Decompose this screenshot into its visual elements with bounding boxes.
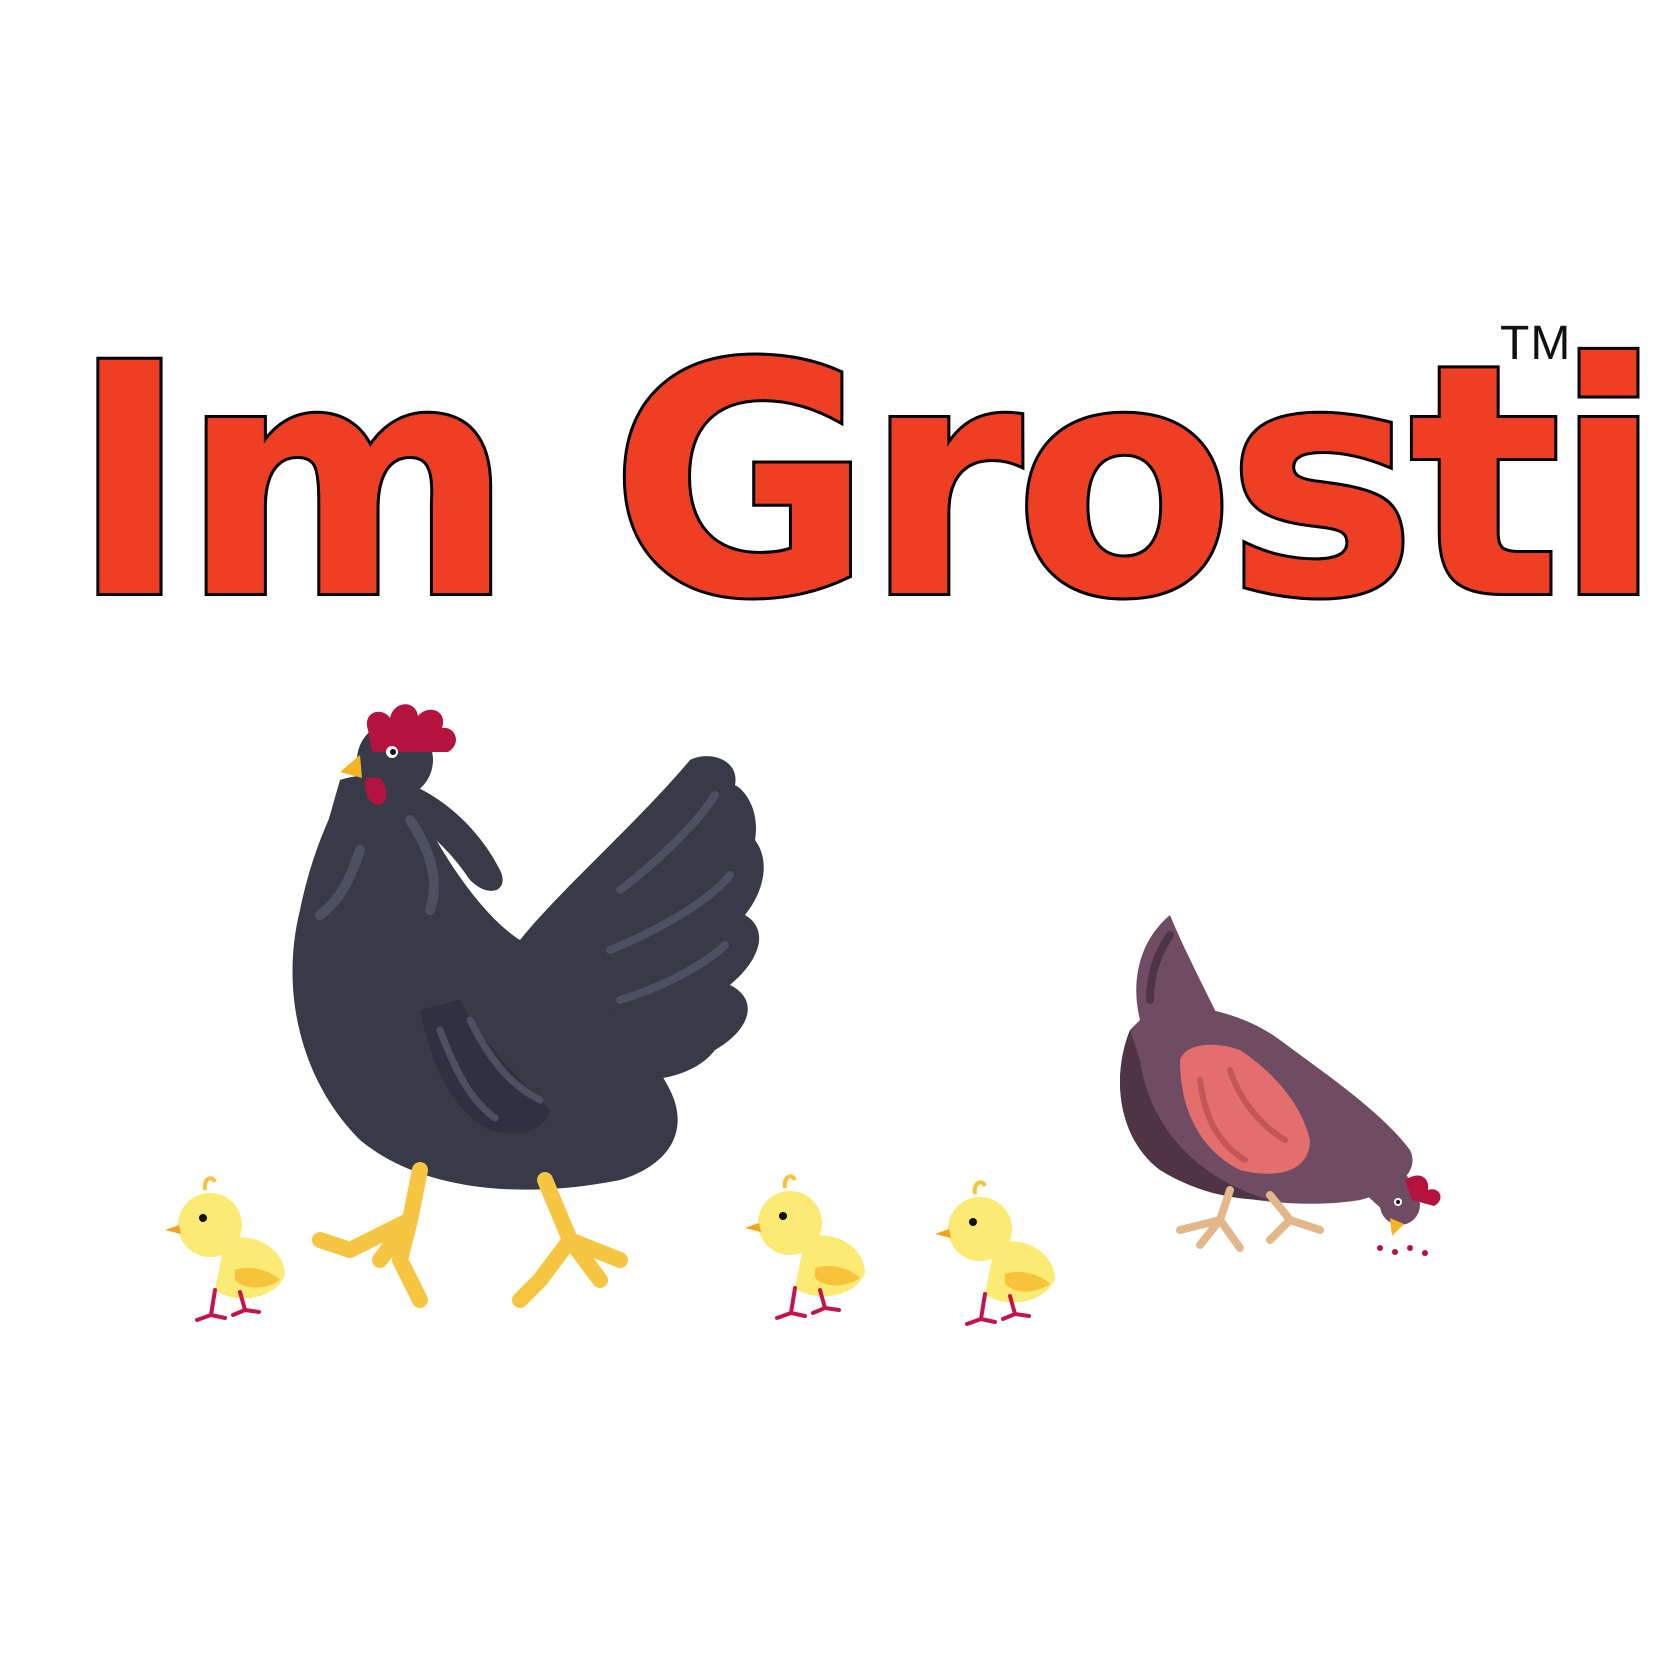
brand-wordmark: Im Grosti	[67, 297, 1660, 669]
chicken-scene	[165, 704, 1441, 1326]
trademark-symbol: TM	[1500, 317, 1572, 370]
chick-icon	[935, 1180, 1055, 1326]
black-hen-illustration	[292, 704, 764, 1308]
chick-icon	[165, 1176, 285, 1322]
purple-hen-illustration	[1120, 915, 1441, 1256]
chick-icon	[745, 1174, 865, 1320]
